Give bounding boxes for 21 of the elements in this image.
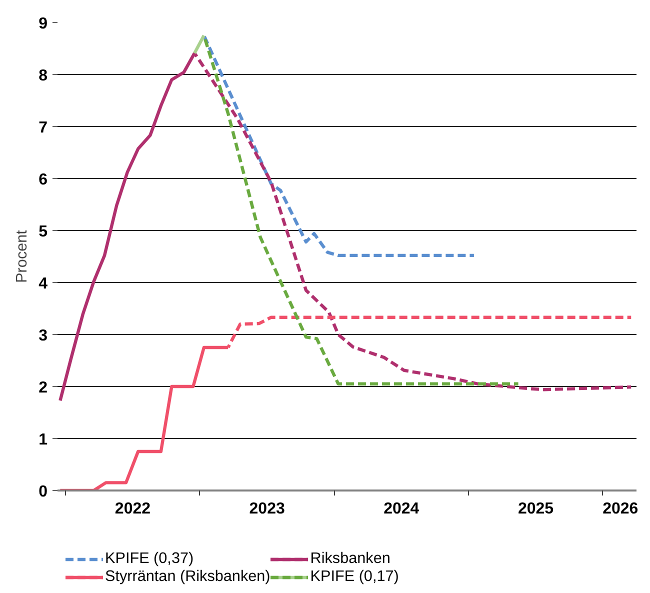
x-tick-label: 2026	[602, 500, 638, 518]
y-axis-title: Procent	[14, 229, 31, 283]
y-tick-label: 9	[38, 16, 48, 32]
legend-label: KPIFE (0,17)	[310, 568, 399, 586]
y-tick-label: 0	[38, 484, 48, 500]
line-series	[202, 34, 476, 258]
x-tick-label: 2025	[518, 500, 554, 518]
legend-label: Styrräntan (Riksbanken)	[105, 568, 270, 586]
y-tick-label: 4	[38, 276, 48, 292]
x-tick-label: 2022	[114, 500, 151, 518]
x-tick-label: 2024	[384, 500, 420, 518]
y-tick-label: 3	[38, 328, 48, 344]
legend-label: Riksbanken	[310, 550, 390, 568]
legend-label: KPIFE (0,37)	[105, 550, 194, 568]
y-tick-label: 5	[38, 224, 48, 240]
y-tick-label: 2	[38, 380, 48, 396]
y-tick-label: 8	[38, 68, 48, 84]
y-tick-label: 1	[38, 432, 48, 448]
y-tick-label: 6	[38, 172, 48, 188]
x-tick-label: 2023	[249, 500, 285, 518]
y-tick-label: 7	[38, 120, 48, 136]
